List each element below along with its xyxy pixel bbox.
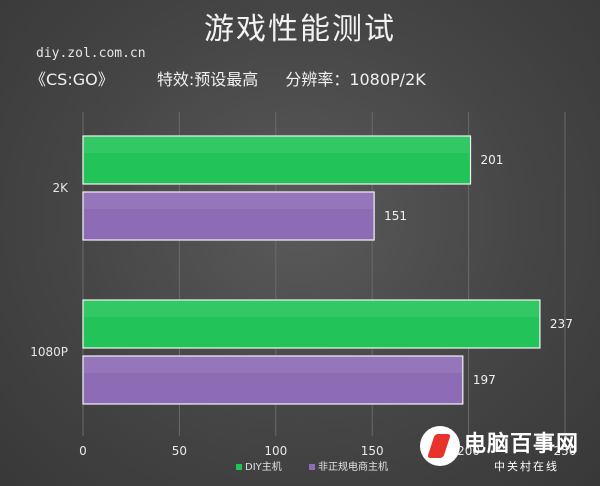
zol-logo-icon: [420, 426, 460, 466]
data-label: 201: [481, 153, 504, 167]
legend-swatch: [309, 464, 315, 470]
x-tick-label: 250: [554, 444, 577, 458]
x-tick-label: 150: [361, 444, 384, 458]
legend-label: DIY主机: [245, 460, 282, 473]
bar-highlight: [84, 357, 462, 373]
resolution-setting: 分辨率：1080P/2K: [285, 70, 426, 89]
labels: 0 50 100 150 200 250 201 151 2K 237 197 1080P: [30, 153, 576, 458]
data-label: 197: [473, 373, 496, 387]
category-label: 1080P: [30, 345, 68, 359]
bar-highlight: [84, 193, 374, 209]
game-name: 《CS:GO》: [30, 70, 114, 89]
watermark: 电脑百事网 中关村在线: [420, 424, 598, 484]
bars: [82, 135, 541, 405]
site-url: diy.zol.com.cn: [36, 46, 146, 61]
effects-setting: 特效:预设最高: [156, 70, 259, 89]
bar-highlight: [84, 301, 539, 317]
data-label: 151: [384, 209, 407, 223]
legend-swatch: [236, 464, 242, 470]
bar-highlight: [84, 137, 470, 153]
watermark-sub: 中关村在线: [494, 460, 559, 473]
legend: DIY主机 非正规电商主机: [236, 460, 388, 473]
bar-diy-1080p: [82, 299, 541, 349]
x-tick-label: 0: [79, 444, 87, 458]
bar-non-standard-2k: [82, 191, 375, 241]
bar-diy-2k: [82, 135, 472, 185]
test-settings: 《CS:GO》 特效:预设最高 分辨率：1080P/2K: [30, 66, 590, 90]
category-label: 2K: [52, 181, 69, 195]
x-tick-label: 100: [264, 444, 287, 458]
page-title: 游戏性能测试: [204, 12, 396, 47]
x-tick-label: 200: [457, 444, 480, 458]
bar-non-standard-1080p: [82, 355, 464, 405]
watermark-brand: 电脑百事网: [464, 432, 580, 457]
data-label: 237: [550, 317, 573, 331]
x-tick-label: 50: [172, 444, 187, 458]
legend-label: 非正规电商主机: [318, 460, 388, 473]
